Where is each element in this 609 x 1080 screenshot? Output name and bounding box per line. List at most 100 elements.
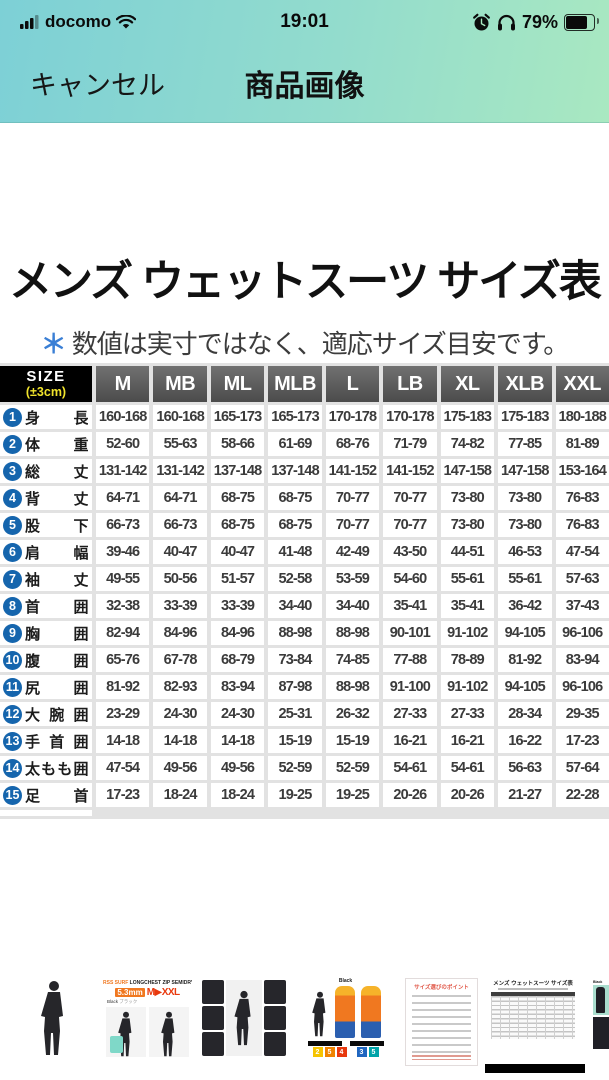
size-value-cell: 24-30 bbox=[153, 702, 207, 726]
size-value-cell: 96-106 bbox=[555, 621, 609, 645]
corner-size-label: SIZE bbox=[26, 368, 66, 386]
size-guide-text-lines bbox=[412, 995, 471, 1053]
size-value-cell: 14-18 bbox=[96, 729, 150, 753]
teal-bag bbox=[110, 1036, 123, 1053]
size-value-cell: 74-82 bbox=[440, 432, 495, 456]
size-table-row: 2 体重 52-60 55-63 58-66 61-69 68-76 71-79 74-82 77… bbox=[0, 432, 609, 456]
size-value-cell: 81-92 bbox=[96, 675, 150, 699]
size-value-cell: 46-53 bbox=[498, 540, 552, 564]
measurement-label-cell: 3 総丈 bbox=[0, 459, 92, 483]
size-value-cell: 49-55 bbox=[96, 567, 150, 591]
size-value-cell: 64-71 bbox=[96, 486, 150, 510]
thumbnail-spec-banner[interactable]: RSS SURF LONGCHEST ZIP SEMIDRY 5.3mm M▶X… bbox=[103, 978, 192, 1058]
size-value-cell: 165-173 bbox=[210, 405, 265, 429]
collage-left-column bbox=[202, 980, 224, 1056]
size-value-cell: 141-152 bbox=[383, 459, 437, 483]
table-edge-cell bbox=[556, 810, 609, 816]
row-number-badge: 13 bbox=[3, 731, 22, 751]
thumbnail-size-chart-page[interactable]: メンズ ウェットスーツ サイズ表 bbox=[488, 979, 578, 1039]
size-table-row: 3 総丈 131-142 131-142 137-148 137-148 141-152 14… bbox=[0, 459, 609, 483]
measurement-label: 肩幅 bbox=[25, 544, 88, 562]
suit-front-diagram bbox=[334, 986, 355, 1038]
battery-percent-label: 79% bbox=[521, 11, 558, 32]
size-value-cell: 77-88 bbox=[383, 648, 437, 672]
row-number-badge: 8 bbox=[3, 596, 22, 616]
wifi-icon bbox=[116, 14, 137, 28]
size-value-cell: 180-188 bbox=[555, 405, 609, 429]
size-value-cell: 54-61 bbox=[383, 756, 437, 780]
size-value-cell: 36-42 bbox=[498, 594, 552, 618]
wetsuit-man-icon bbox=[311, 991, 325, 1037]
detail-photo bbox=[264, 1032, 286, 1056]
size-column-header: MB bbox=[153, 366, 207, 402]
thumbnail-partial[interactable]: Black bbox=[593, 980, 609, 1058]
size-value-cell: 153-164 bbox=[555, 459, 609, 483]
measurement-label: 尻囲 bbox=[25, 679, 88, 697]
size-table-row: 14 太もも囲 47-54 49-56 49-56 52-59 52-59 54-61 54-6… bbox=[0, 756, 609, 780]
size-value-cell: 70-77 bbox=[325, 486, 380, 510]
size-value-cell: 19-25 bbox=[268, 783, 322, 807]
size-table-header-row: SIZE (±3cm) M MB ML MLB L LB XL XLB XXL bbox=[0, 366, 609, 402]
thumbnail-detail-collage[interactable] bbox=[200, 978, 288, 1058]
table-edge-cell bbox=[96, 810, 149, 816]
size-value-cell: 73-80 bbox=[498, 486, 552, 510]
variant-badge: 5 bbox=[324, 1047, 335, 1057]
size-value-cell: 160-168 bbox=[153, 405, 207, 429]
partial-suit bbox=[596, 987, 605, 1013]
size-value-cell: 55-61 bbox=[498, 567, 552, 591]
wetsuit-man-icon bbox=[40, 981, 63, 1055]
thumbnail-black-wetsuit[interactable] bbox=[25, 978, 82, 1058]
measurement-label: 太もも囲 bbox=[25, 760, 88, 778]
note-text: 数値は実寸ではなく、適応サイズ目安です。 bbox=[71, 329, 570, 359]
size-value-cell: 20-26 bbox=[440, 783, 495, 807]
size-value-cell: 25-31 bbox=[268, 702, 322, 726]
size-value-cell: 52-60 bbox=[96, 432, 150, 456]
size-value-cell: 91-102 bbox=[440, 675, 495, 699]
row-number-badge: 7 bbox=[3, 569, 22, 589]
size-value-cell: 51-57 bbox=[210, 567, 265, 591]
size-value-cell: 37-43 bbox=[555, 594, 609, 618]
size-table-body: 1 身長 160-168 160-168 165-173 165-173 170-178 17… bbox=[0, 405, 609, 816]
corner-tolerance-label: (±3cm) bbox=[25, 384, 67, 399]
table-edge-cell bbox=[498, 810, 551, 816]
table-edge-cell bbox=[211, 810, 264, 816]
variant-figures bbox=[303, 984, 388, 1038]
size-value-cell: 40-47 bbox=[153, 540, 207, 564]
brand-label: RSS SURF bbox=[103, 980, 129, 986]
partial-color-label: Black bbox=[593, 980, 603, 984]
size-value-cell: 23-29 bbox=[96, 702, 150, 726]
size-column-header: MLB bbox=[268, 366, 322, 402]
size-value-cell: 22-28 bbox=[555, 783, 609, 807]
size-guide-highlight-lines bbox=[412, 1055, 471, 1060]
measurement-label: 首囲 bbox=[25, 598, 88, 616]
thumbnail-size-guide-page[interactable]: サイズ選びのポイント bbox=[405, 978, 478, 1066]
note-asterisk: ＊ bbox=[40, 329, 67, 359]
size-value-cell: 131-142 bbox=[96, 459, 150, 483]
size-value-cell: 18-24 bbox=[210, 783, 265, 807]
size-value-cell: 66-73 bbox=[96, 513, 150, 537]
size-value-cell: 27-33 bbox=[383, 702, 437, 726]
battery-fill bbox=[566, 15, 588, 29]
variant-badge: 5 bbox=[368, 1047, 379, 1057]
size-value-cell: 39-46 bbox=[96, 540, 150, 564]
size-column-header: LB bbox=[383, 366, 437, 402]
size-column-header: XL bbox=[440, 366, 495, 402]
size-value-cell: 77-85 bbox=[498, 432, 552, 456]
measurement-label-cell: 6 肩幅 bbox=[0, 540, 92, 564]
row-number-badge: 11 bbox=[3, 677, 22, 697]
size-value-cell: 68-75 bbox=[268, 513, 322, 537]
measurement-label: 総丈 bbox=[25, 463, 88, 481]
size-value-cell: 16-21 bbox=[383, 729, 437, 753]
measurement-label-cell: 4 背丈 bbox=[0, 486, 92, 510]
size-value-cell: 170-178 bbox=[383, 405, 437, 429]
size-value-cell: 91-102 bbox=[440, 621, 495, 645]
measurement-label-cell: 10 腹囲 bbox=[0, 648, 92, 672]
size-chart-title: メンズ ウェットスーツ サイズ表 bbox=[9, 258, 602, 306]
mini-chart-subtitle-line bbox=[498, 988, 568, 990]
size-column-header: XXL bbox=[555, 366, 609, 402]
cancel-button[interactable]: キャンセル bbox=[30, 64, 165, 103]
row-number-badge: 5 bbox=[3, 515, 22, 535]
size-value-cell: 21-27 bbox=[498, 783, 552, 807]
collage-right-column bbox=[264, 980, 286, 1056]
